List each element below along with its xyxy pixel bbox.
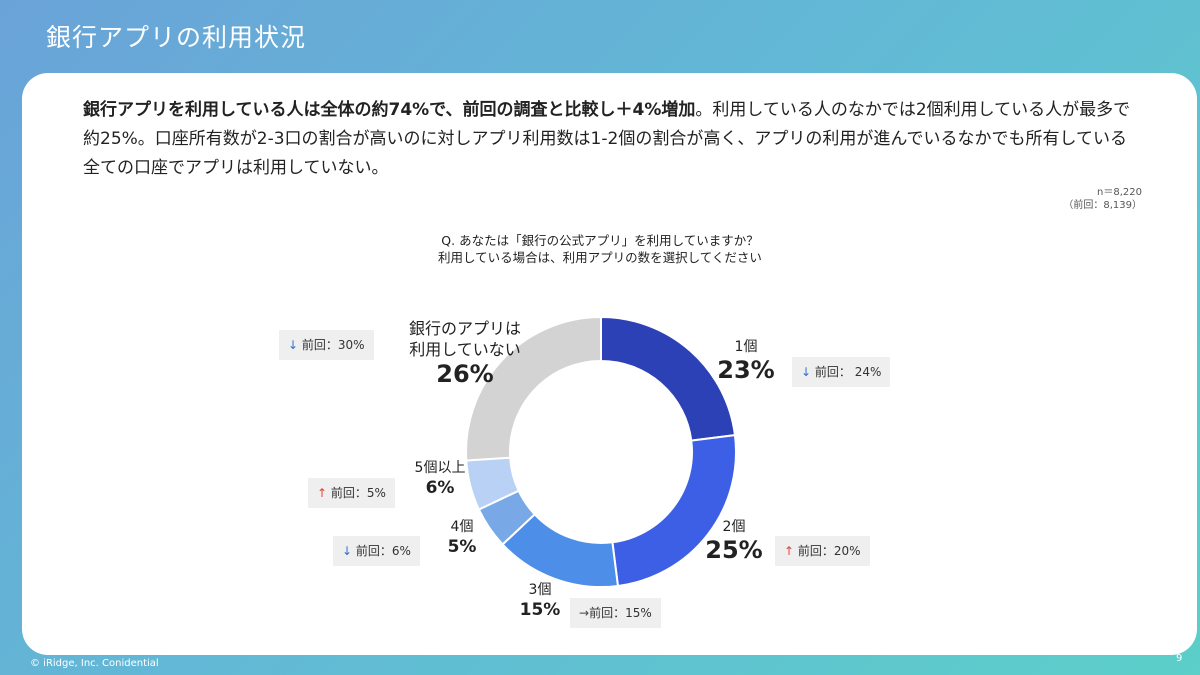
label-5-name: 5個以上 — [414, 460, 466, 476]
label-1-pct: 23% — [717, 356, 775, 384]
label-2-name: 2個 — [722, 519, 746, 535]
label-2-pct: 25% — [705, 536, 763, 564]
label-3-pct: 15% — [519, 600, 561, 620]
sample-prev: （前回：8,139） — [1063, 200, 1142, 211]
page-number: 9 — [1176, 653, 1183, 664]
label-1: 1個 23% — [716, 338, 776, 384]
prev-box-4: ↓ 前回：6% — [333, 536, 420, 566]
summary-bold: 銀行アプリを利用している人は全体の約74%で、前回の調査と比較し＋4%増加 — [83, 100, 696, 120]
label-none-pct: 26% — [436, 360, 494, 388]
label-none: 銀行のアプリは 利用していない 26% — [400, 318, 530, 388]
prev-box-none: ↓ 前回：30% — [279, 330, 374, 360]
label-5-pct: 6% — [425, 478, 455, 498]
slide-title: 銀行アプリの利用状況 — [46, 23, 307, 52]
arrow-down-icon: ↓ — [342, 544, 353, 558]
prev-value-1: 前回： 24% — [814, 365, 882, 379]
arrow-down-icon: ↓ — [801, 365, 812, 379]
survey-question: Q. あなたは「銀行の公式アプリ」を利用していますか？ 利用している場合は、利用… — [340, 232, 860, 266]
prev-box-3: →前回：15% — [570, 598, 661, 628]
label-4: 4個 5% — [440, 518, 484, 558]
prev-value-2: 前回：20% — [797, 544, 861, 558]
donut-slice-6 — [465, 315, 602, 462]
prev-box-5: ↑ 前回：5% — [308, 478, 395, 508]
label-3: 3個 15% — [510, 581, 570, 621]
arrow-up-icon: ↑ — [784, 544, 795, 558]
arrow-up-icon: ↑ — [317, 486, 328, 500]
prev-value-4: 前回：6% — [355, 544, 411, 558]
copyright-footer: © iRidge, Inc. Conidential — [30, 658, 159, 669]
donut-slice-1 — [600, 315, 737, 442]
prev-value-5: 前回：5% — [330, 486, 386, 500]
question-line1: Q. あなたは「銀行の公式アプリ」を利用していますか？ — [441, 233, 759, 248]
label-none-line1: 銀行のアプリは — [408, 319, 521, 338]
question-line2: 利用している場合は、利用アプリの数を選択してください — [438, 250, 762, 265]
sample-size-note: n＝8,220 （前回：8,139） — [1063, 186, 1142, 212]
summary-rest: 。利用している人のなかでは2個利用している人が最多で約25%。口座所有数が2-3… — [83, 100, 1131, 178]
prev-value-3: 前回：15% — [589, 606, 652, 620]
label-1-name: 1個 — [734, 339, 758, 355]
arrow-right-icon: → — [579, 606, 590, 620]
label-4-pct: 5% — [447, 537, 477, 557]
sample-n: n＝8,220 — [1097, 187, 1142, 198]
label-3-name: 3個 — [528, 582, 552, 598]
label-5: 5個以上 6% — [402, 459, 478, 499]
prev-box-1: ↓ 前回： 24% — [792, 357, 891, 387]
summary-text: 銀行アプリを利用している人は全体の約74%で、前回の調査と比較し＋4%増加。利用… — [83, 96, 1143, 183]
prev-box-2: ↑ 前回：20% — [775, 536, 870, 566]
label-2: 2個 25% — [704, 518, 764, 564]
label-4-name: 4個 — [450, 519, 474, 535]
arrow-down-icon: ↓ — [288, 338, 299, 352]
prev-value-none: 前回：30% — [301, 338, 365, 352]
label-none-line2: 利用していない — [409, 340, 521, 359]
